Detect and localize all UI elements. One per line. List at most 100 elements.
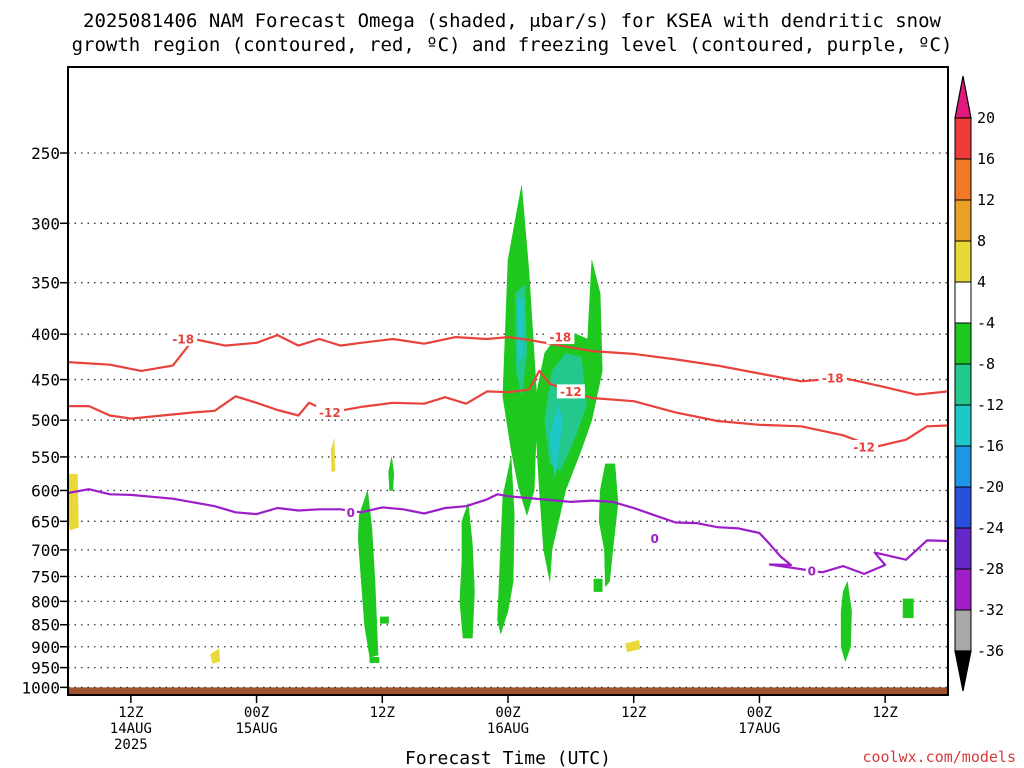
contour-label-bg <box>169 331 198 346</box>
contour-label-bg <box>850 439 879 454</box>
credit-text: coolwx.com/models <box>862 748 1016 766</box>
x-tick-label: 16AUG <box>487 721 529 737</box>
x-tick-label: 00Z <box>747 705 772 721</box>
omega-shading-layer <box>68 185 914 664</box>
contour-label: -18 <box>550 331 572 345</box>
omega-region <box>840 581 852 662</box>
colorbar-label: -4 <box>977 314 995 332</box>
y-tick-label: 500 <box>31 411 60 430</box>
omega-region <box>330 438 336 473</box>
omega-region <box>210 648 221 664</box>
colorbar-label: -12 <box>977 396 1004 414</box>
chart-title-line-1: 2025081406 NAM Forecast Omega (shaded, μ… <box>83 10 941 32</box>
omega-region <box>459 502 475 639</box>
omega-region <box>593 578 603 592</box>
contour-line <box>68 334 948 396</box>
colorbar-bottom-cap <box>954 650 972 692</box>
omega-region <box>625 640 641 653</box>
x-tick-label: 00Z <box>244 705 269 721</box>
y-tick-label: 600 <box>31 481 60 500</box>
colorbar-label: -28 <box>977 560 1004 578</box>
contour-label-bg <box>546 330 575 345</box>
omega-region <box>357 490 379 658</box>
y-tick-label: 650 <box>31 512 60 531</box>
colorbar-label: -24 <box>977 519 1004 537</box>
omega-region <box>68 473 79 531</box>
colorbar-bin <box>954 322 972 365</box>
x-tick-label: 12Z <box>118 705 143 721</box>
colorbar-bin <box>954 281 972 324</box>
omega-region <box>549 404 563 478</box>
colorbar-label: 8 <box>977 232 986 250</box>
contour-label: -18 <box>822 371 844 385</box>
contour-label-bg <box>556 384 585 399</box>
colorbar-bin <box>954 609 972 652</box>
omega-region <box>902 598 914 619</box>
contour-label: 0 <box>650 532 658 546</box>
colorbar-bin <box>954 363 972 406</box>
colorbar-label: -32 <box>977 601 1004 619</box>
colorbar-label: -16 <box>977 437 1004 455</box>
colorbar-bin <box>954 404 972 447</box>
y-tick-label: 950 <box>31 659 60 678</box>
x-tick-label: 12Z <box>872 705 897 721</box>
colorbar-label: 20 <box>977 109 995 127</box>
y-tick-label: 550 <box>31 448 60 467</box>
colorbar-bin <box>954 445 972 488</box>
omega-region <box>598 463 619 587</box>
x-tick-label: 12Z <box>370 705 395 721</box>
omega-region <box>388 456 395 491</box>
ground-surface <box>68 687 948 695</box>
y-tick-label: 800 <box>31 592 60 611</box>
chart-title-line-2: growth region (contoured, red, ºC) and f… <box>71 34 953 56</box>
x-axis-label: Forecast Time (UTC) <box>405 748 611 768</box>
contour-label: -12 <box>560 385 582 399</box>
contour-label-layer: -18 -18 -18 -12 -12 -12 0 0 0 <box>169 330 879 578</box>
colorbar-bin <box>954 568 972 611</box>
y-tick-label: 450 <box>31 371 60 390</box>
y-tick-label: 700 <box>31 541 60 560</box>
colorbar-bin <box>954 158 972 201</box>
colorbar-bin <box>954 240 972 283</box>
contour-label: -12 <box>319 406 341 420</box>
colorbar-label: -20 <box>977 478 1004 496</box>
colorbar-bin <box>954 117 972 160</box>
y-tick-label: 350 <box>31 274 60 293</box>
colorbar-top-cap <box>954 75 972 119</box>
colorbar-label: 4 <box>977 273 986 291</box>
x-tick-label: 14AUG <box>110 721 152 737</box>
ground-layer <box>68 687 948 695</box>
contour-label: 0 <box>808 564 816 578</box>
omega-region <box>518 298 524 363</box>
contour-label-bg <box>818 370 847 385</box>
y-tick-label: 850 <box>31 616 60 635</box>
colorbar-bin <box>954 199 972 242</box>
contour-label-bg <box>315 405 344 420</box>
omega-region <box>379 616 389 624</box>
contour-label: 0 <box>347 506 355 520</box>
contour-label-bg <box>344 505 357 520</box>
x-tick-label: 2025 <box>114 737 148 753</box>
contour-label: -12 <box>853 440 875 454</box>
colorbar-bin <box>954 527 972 570</box>
y-tick-label: 250 <box>31 144 60 163</box>
omega-region <box>497 456 515 634</box>
x-tick-label: 12Z <box>621 705 646 721</box>
colorbar-label: -8 <box>977 355 995 373</box>
colorbar-bin <box>954 486 972 529</box>
contour-label: -18 <box>172 332 194 346</box>
omega-region <box>369 657 380 663</box>
y-tick-label: 400 <box>31 325 60 344</box>
contour-line <box>68 369 948 449</box>
y-tick-label: 750 <box>31 567 60 586</box>
y-axis-ticks: 250 300 350 400 450 500 550 600 650 700 750 800 850 9… <box>21 144 68 697</box>
y-tick-label: 300 <box>31 214 60 233</box>
y-tick-label: 900 <box>31 638 60 657</box>
colorbar-label: -36 <box>977 642 1004 660</box>
x-tick-label: 15AUG <box>235 721 277 737</box>
contour-label-bg <box>648 531 661 546</box>
colorbar: 20 16 12 8 4 -4 -8 -12 -16 -20 -24 -28 -32 -36 <box>954 75 1004 692</box>
colorbar-label: 16 <box>977 150 995 168</box>
